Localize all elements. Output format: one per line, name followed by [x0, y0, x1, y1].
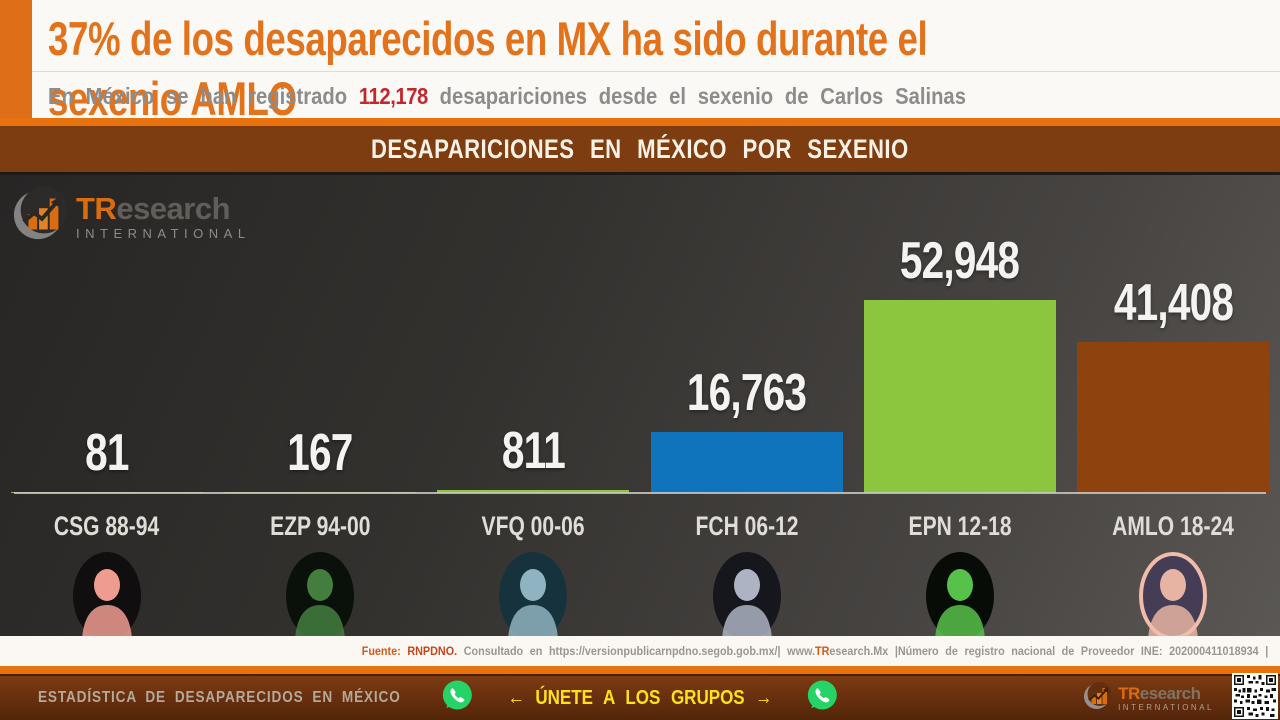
bar — [437, 490, 630, 493]
chart-area: TResearch INTERNATIONAL 81 167 811 16,763 52… — [0, 172, 1280, 636]
bar-value-label: 167 — [287, 423, 353, 482]
category-labels-row: CSG 88-94 EZP 94-00 VFQ 00-06 FCH 06-12 EPN … — [0, 511, 1280, 542]
page-subtitle: En México se han registrado 112,178 desa… — [48, 79, 1132, 113]
source-fuente-label: Fuente: — [361, 644, 408, 658]
join-groups-cta: ← ÚNETE A LOS GRUPOS → — [507, 686, 773, 709]
tresearch-logo: TResearch INTERNATIONAL — [12, 185, 251, 248]
whatsapp-icon — [806, 679, 840, 718]
bar-column: 16,763 — [640, 175, 853, 493]
header-accent-bar — [0, 0, 32, 118]
president-photo — [72, 551, 142, 636]
president-photo — [712, 551, 782, 636]
header-title-row: 37% de los desaparecidos en MX ha sido d… — [0, 0, 1280, 125]
president-photo — [1138, 551, 1208, 636]
bar — [863, 300, 1056, 493]
logo-brand-suffix: esearch — [1139, 683, 1201, 703]
footer-left: ESTADÍSTICA DE DESAPARECIDOS EN MÉXICO — [38, 676, 465, 720]
bar — [1077, 342, 1270, 493]
logo-brand-suffix: esearch — [116, 191, 231, 226]
footer-accent-stripe — [0, 666, 1280, 676]
president-photo — [285, 551, 355, 636]
source-strip: Fuente: RNPDNO. Consultado en https://ve… — [0, 636, 1280, 666]
category-label: CSG 88-94 — [53, 511, 160, 541]
bar-value-label: 81 — [84, 423, 129, 482]
category-label: EPN 12-18 — [908, 511, 1012, 541]
source-brand-rest: esearch.Mx — [829, 644, 895, 658]
president-photos-row — [0, 551, 1280, 636]
chart-banner: DESAPARICIONES EN MÉXICO POR SEXENIO — [0, 126, 1280, 172]
subtitle-prefix: En México se han registrado — [48, 83, 359, 109]
footer-logo-text: TResearch INTERNATIONAL — [1118, 685, 1214, 712]
source-consultado: Consultado en https://versionpublicarnpd… — [456, 644, 815, 658]
footer-cta-group: ← ÚNETE A LOS GRUPOS → — [440, 676, 839, 720]
logo-tagline: INTERNATIONAL — [1118, 702, 1214, 712]
footer: ESTADÍSTICA DE DESAPARECIDOS EN MÉXICO ←… — [0, 676, 1280, 720]
header-subtitle-row: En México se han registrado 112,178 desa… — [0, 73, 1280, 118]
chart-banner-title: DESAPARICIONES EN MÉXICO POR SEXENIO — [371, 133, 909, 164]
logo-tagline: INTERNATIONAL — [76, 226, 251, 241]
bar-value-label: 16,763 — [686, 364, 807, 422]
bar-column: 167 — [213, 175, 426, 493]
source-registro: |Número de registro nacional de Proveedo… — [894, 644, 1268, 658]
bar — [650, 432, 843, 493]
president-photo — [498, 551, 568, 636]
bars-row: 81 167 811 16,763 52,948 41,408 — [0, 175, 1280, 493]
tresearch-logo-icon — [12, 185, 70, 248]
logo-brand-prefix: TR — [76, 191, 117, 226]
bar-column: 811 — [427, 175, 640, 493]
page-title: 37% de los desaparecidos en MX ha sido d… — [48, 12, 928, 125]
logo-brand-prefix: TR — [1118, 683, 1140, 703]
source-line: Fuente: RNPDNO. Consultado en https://ve… — [361, 644, 1268, 658]
bar-column: 52,948 — [853, 175, 1066, 493]
category-label: EZP 94-00 — [269, 511, 371, 541]
accent-strip — [0, 118, 1280, 126]
subtitle-suffix: desapariciones desde el sexenio de Carlo… — [427, 83, 966, 109]
whatsapp-icon — [440, 679, 474, 718]
tresearch-logo-icon — [1083, 681, 1113, 716]
bar-value-label: 41,408 — [1113, 274, 1234, 332]
category-label: AMLO 18-24 — [1112, 511, 1235, 541]
footer-tresearch-logo: TResearch INTERNATIONAL — [1083, 676, 1214, 720]
source-brand-orange: TR — [814, 644, 830, 658]
total-disappearances-number: 112,178 — [358, 83, 428, 109]
president-photo — [925, 551, 995, 636]
header: 37% de los desaparecidos en MX ha sido d… — [0, 0, 1280, 125]
bar-value-label: 811 — [501, 422, 566, 480]
qr-code — [1232, 673, 1278, 719]
tresearch-logo-text: TResearch INTERNATIONAL — [76, 193, 251, 240]
category-label: VFQ 00-06 — [481, 511, 585, 541]
source-fuente-value: RNPDNO. — [407, 644, 457, 658]
x-axis-line — [14, 492, 1266, 494]
bar-column: 81 — [0, 175, 213, 493]
footer-left-text: ESTADÍSTICA DE DESAPARECIDOS EN MÉXICO — [38, 689, 401, 706]
bar-column: 41,408 — [1067, 175, 1280, 493]
category-label: FCH 06-12 — [695, 511, 799, 541]
bar-value-label: 52,948 — [900, 232, 1020, 290]
